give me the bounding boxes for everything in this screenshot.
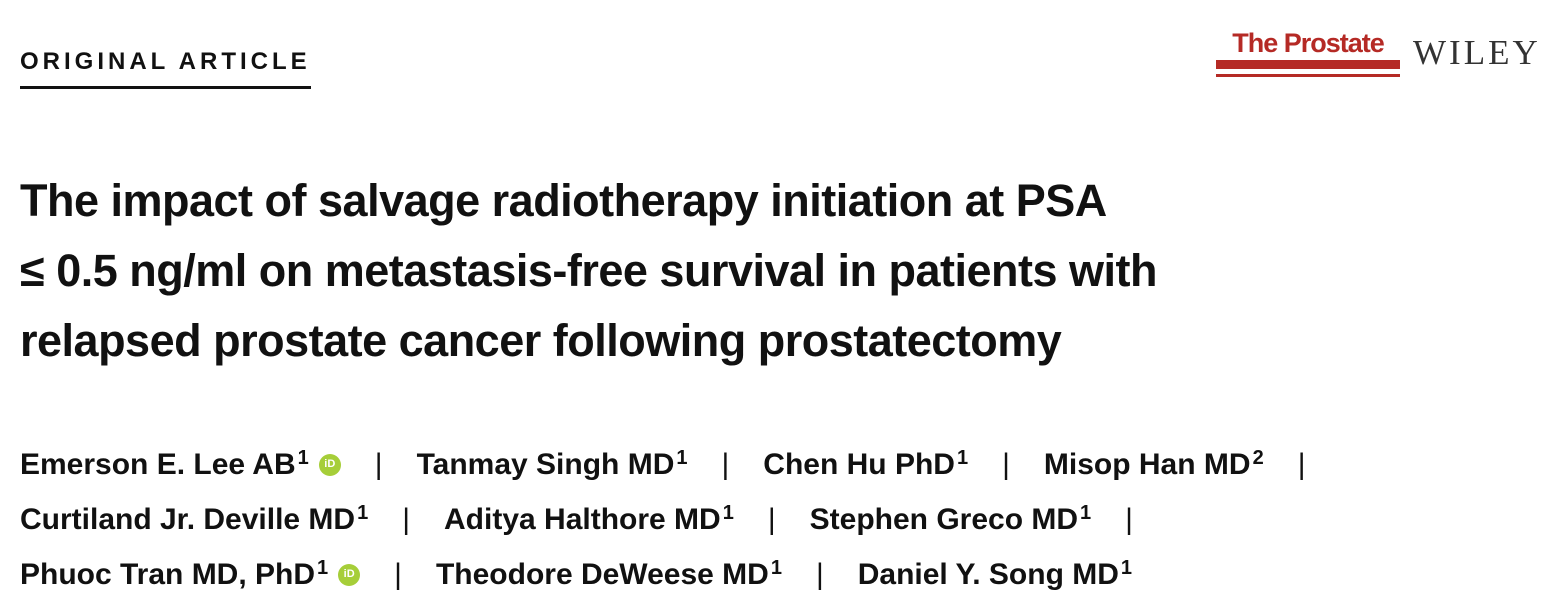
author-name: Chen Hu PhD [763, 448, 955, 481]
title-line: The impact of salvage radiotherapy initi… [20, 175, 1107, 226]
affiliation-marker[interactable]: 2 [1252, 447, 1264, 469]
affiliation-marker[interactable]: 1 [722, 502, 734, 524]
publisher-logo[interactable]: WILEY [1413, 33, 1541, 72]
affiliation-marker[interactable]: 1 [297, 447, 309, 469]
author-name: Phuoc Tran MD, PhD [20, 558, 316, 591]
orcid-icon[interactable]: iD [318, 453, 341, 476]
author[interactable]: Phuoc Tran MD, PhD 1 iD [20, 547, 361, 602]
author[interactable]: Tanmay Singh MD 1 [417, 437, 688, 492]
separator: | [394, 558, 402, 591]
affiliation-marker[interactable]: 1 [1120, 557, 1133, 579]
affiliation-marker[interactable]: 1 [676, 447, 688, 469]
separator: | [1297, 448, 1306, 481]
author-list: Emerson E. Lee AB 1 iD | Tanmay Singh MD 1 … [20, 437, 1339, 602]
journal-logo-rule [1216, 74, 1400, 77]
affiliation-marker[interactable]: 1 [956, 447, 969, 469]
author-name: Aditya Halthore MD [444, 503, 721, 536]
author-name: Tanmay Singh MD [416, 448, 675, 481]
journal-logo-bar [1216, 60, 1400, 69]
affiliation-marker[interactable]: 1 [770, 557, 782, 579]
author-line: Emerson E. Lee AB 1 iD | Tanmay Singh MD 1 … [20, 437, 1339, 492]
article-title: The impact of salvage radiotherapy initi… [20, 166, 1158, 376]
author-line: Phuoc Tran MD, PhD 1 iD | Theodore DeWeese… [20, 547, 1339, 602]
orcid-icon[interactable]: iD [338, 563, 361, 586]
author[interactable]: Daniel Y. Song MD 1 [858, 547, 1132, 602]
author-line: Curtiland Jr. Deville MD 1 | Aditya Halth… [20, 492, 1339, 547]
affiliation-marker[interactable]: 1 [317, 557, 329, 579]
separator: | [374, 448, 383, 481]
author-name: Theodore DeWeese MD [435, 558, 769, 591]
article-type-label: ORIGINAL ARTICLE [20, 48, 311, 89]
author-name: Misop Han MD [1043, 448, 1251, 481]
author[interactable]: Aditya Halthore MD 1 [444, 492, 734, 547]
separator: | [1125, 503, 1133, 536]
separator: | [1002, 448, 1010, 481]
journal-logo[interactable]: The Prostate [1216, 28, 1400, 77]
journal-logo-text: The Prostate [1232, 28, 1385, 58]
title-line: ≤ 0.5 ng/ml on metastasis-free survival … [20, 245, 1158, 296]
author[interactable]: Stephen Greco MD 1 [810, 492, 1092, 547]
author-name: Emerson E. Lee AB [20, 448, 296, 481]
separator: | [767, 503, 776, 536]
title-line: relapsed prostate cancer following prost… [20, 315, 1062, 366]
separator: | [402, 503, 411, 536]
author-name: Stephen Greco MD [809, 503, 1079, 536]
author[interactable]: Chen Hu PhD 1 [763, 437, 968, 492]
separator: | [721, 448, 730, 481]
author[interactable]: Curtiland Jr. Deville MD 1 [20, 492, 368, 547]
author-name: Curtiland Jr. Deville MD [20, 503, 356, 536]
affiliation-marker[interactable]: 1 [1080, 502, 1092, 524]
author[interactable]: Theodore DeWeese MD 1 [436, 547, 782, 602]
author-name: Daniel Y. Song MD [857, 558, 1119, 591]
separator: | [815, 558, 824, 591]
author[interactable]: Emerson E. Lee AB 1 iD [20, 437, 341, 492]
affiliation-marker[interactable]: 1 [357, 502, 369, 524]
author[interactable]: Misop Han MD 2 [1044, 437, 1264, 492]
